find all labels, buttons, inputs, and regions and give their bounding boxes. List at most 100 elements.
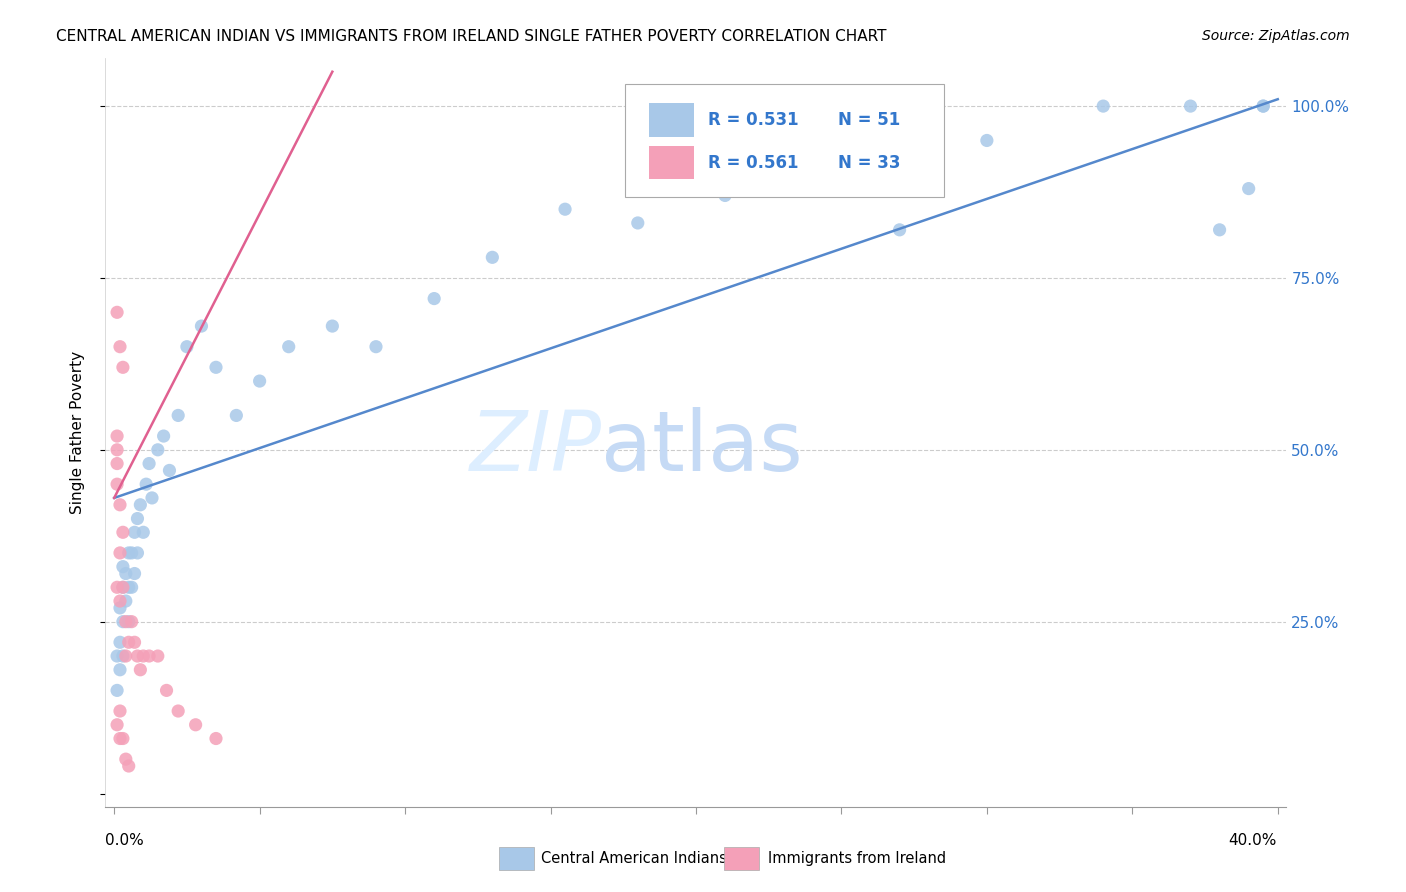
Point [321,319,343,334]
Point [111,648,134,663]
Point [108,498,131,512]
Point [889,223,911,237]
Point [105,442,128,457]
Point [146,648,169,663]
Point [124,635,146,649]
Point [152,429,174,443]
Point [108,704,131,718]
Point [176,340,198,354]
Point [1237,181,1260,195]
Point [481,250,503,264]
Point [129,663,152,677]
Text: Immigrants from Ireland: Immigrants from Ireland [768,852,946,866]
Point [108,594,131,608]
Point [114,648,136,663]
Y-axis label: Single Father Poverty: Single Father Poverty [70,351,84,514]
Point [118,635,141,649]
Point [190,319,212,334]
Point [114,594,136,608]
Point [627,216,650,230]
Point [127,648,149,663]
Point [124,566,146,581]
Point [184,718,207,732]
Point [1208,223,1230,237]
Point [111,559,134,574]
Point [364,340,387,354]
Point [155,683,177,698]
Point [118,759,141,773]
Point [277,340,299,354]
Point [105,580,128,594]
Point [111,580,134,594]
Text: ZIP: ZIP [470,407,602,488]
Point [118,546,141,560]
Text: R = 0.561: R = 0.561 [707,154,799,172]
Point [138,648,160,663]
Point [108,546,131,560]
Point [127,546,149,560]
Point [121,546,143,560]
Text: R = 0.531: R = 0.531 [707,112,799,129]
Text: 0.0%: 0.0% [105,833,145,847]
Point [108,663,131,677]
Point [714,188,737,202]
Point [108,340,131,354]
Point [105,648,128,663]
Point [423,292,446,306]
Point [167,409,190,423]
Point [127,511,149,525]
Point [205,731,228,746]
Point [1251,99,1274,113]
Point [105,718,128,732]
Text: CENTRAL AMERICAN INDIAN VS IMMIGRANTS FROM IRELAND SINGLE FATHER POVERTY CORRELA: CENTRAL AMERICAN INDIAN VS IMMIGRANTS FR… [56,29,887,44]
Point [1092,99,1115,113]
Point [205,360,228,375]
Point [108,731,131,746]
Point [141,491,163,505]
Point [225,409,247,423]
Text: 40.0%: 40.0% [1229,833,1277,847]
FancyBboxPatch shape [648,145,693,179]
Point [815,181,838,195]
Point [129,498,152,512]
FancyBboxPatch shape [648,103,693,136]
Text: N = 51: N = 51 [838,112,900,129]
Point [105,457,128,471]
Point [146,442,169,457]
Point [132,648,155,663]
Point [114,615,136,629]
Text: Central American Indians: Central American Indians [541,852,727,866]
Point [111,731,134,746]
Point [121,580,143,594]
Text: N = 33: N = 33 [838,154,900,172]
Point [111,615,134,629]
Point [121,615,143,629]
Point [105,305,128,319]
Point [167,704,190,718]
FancyBboxPatch shape [626,84,943,196]
Point [108,601,131,615]
Point [114,752,136,766]
Point [118,615,141,629]
Point [249,374,271,388]
Point [105,477,128,491]
Point [111,360,134,375]
Point [118,580,141,594]
Point [108,635,131,649]
Point [132,525,155,540]
Point [111,525,134,540]
Point [124,525,146,540]
Point [159,463,181,477]
Point [111,580,134,594]
Point [976,133,998,147]
Point [554,202,576,217]
Point [135,477,157,491]
Text: atlas: atlas [602,407,803,488]
Text: Source: ZipAtlas.com: Source: ZipAtlas.com [1202,29,1350,43]
Point [1180,99,1202,113]
Point [114,566,136,581]
Point [105,683,128,698]
Point [138,457,160,471]
Point [1251,99,1274,113]
Point [105,429,128,443]
